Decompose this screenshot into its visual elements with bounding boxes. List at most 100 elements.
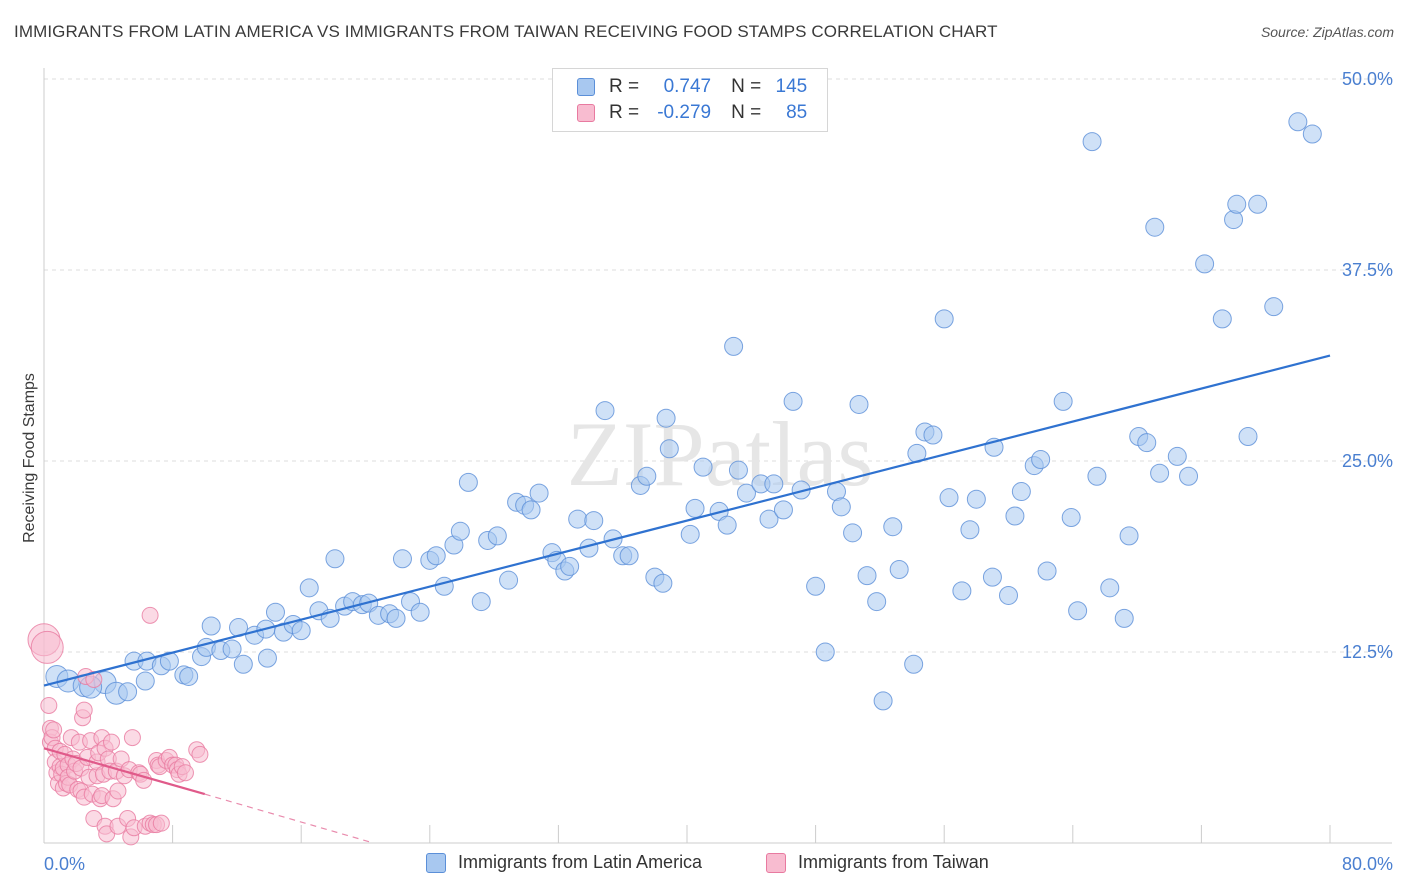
- taiwan-point: [123, 729, 141, 747]
- taiwan-point: [85, 671, 103, 689]
- latin-america-point: [1061, 508, 1081, 528]
- latin-america-point: [982, 567, 1002, 587]
- latin-america-point: [233, 654, 253, 674]
- latin-america-point: [1119, 526, 1139, 546]
- latin-america-point: [1005, 506, 1025, 526]
- latin-america-point: [685, 498, 705, 518]
- y-axis-label: Receiving Food Stamps: [21, 373, 38, 543]
- taiwan-point: [141, 606, 159, 624]
- tick-labels: 12.5% 25.0% 37.5% 50.0% 0.0% 80.0%: [44, 69, 1393, 874]
- latin-america-point: [1288, 112, 1308, 132]
- n-label: N =: [731, 76, 762, 97]
- latin-america-point: [458, 472, 478, 492]
- latin-america-point: [934, 309, 954, 329]
- latin-america-point: [923, 425, 943, 445]
- latin-america-point: [653, 573, 673, 593]
- latin-america-point: [1264, 297, 1284, 317]
- legend-label: Immigrants from Latin America: [458, 852, 703, 872]
- latin-america-point: [960, 520, 980, 540]
- latin-america-point: [1087, 466, 1107, 486]
- r-label: R =: [609, 102, 640, 123]
- taiwan-point: [103, 733, 121, 751]
- legend-item-latin-america: Immigrants from Latin America: [426, 852, 702, 873]
- latin-america-point: [857, 566, 877, 586]
- chart-title: IMMIGRANTS FROM LATIN AMERICA VS IMMIGRA…: [14, 22, 998, 41]
- taiwan-point: [30, 630, 64, 664]
- latin-america-point: [595, 401, 615, 421]
- latin-america-point: [1248, 194, 1268, 214]
- correlation-legend: R = 0.747 N = 145 R = -0.279 N = 85: [552, 68, 828, 132]
- latin-america-point: [1238, 427, 1258, 447]
- latin-america-point: [637, 466, 657, 486]
- latin-america-point: [201, 616, 221, 636]
- taiwan-point: [191, 745, 209, 763]
- latin-america-point: [939, 488, 959, 508]
- latin-america-point: [1100, 578, 1120, 598]
- legend-row-latin-america: R = 0.747 N = 145: [577, 75, 807, 99]
- latin-america-trend-line: [43, 354, 1331, 687]
- latin-america-point: [1302, 124, 1322, 144]
- taiwan-point: [45, 721, 63, 739]
- latin-america-point: [717, 515, 737, 535]
- latin-america-point: [499, 570, 519, 590]
- latin-america-point: [999, 585, 1018, 605]
- latin-america-point: [1137, 433, 1157, 453]
- y-tick-label: 37.5%: [1342, 260, 1393, 280]
- latin-america-point: [724, 336, 744, 356]
- latin-america-point: [118, 682, 138, 702]
- taiwan-point: [152, 814, 170, 832]
- latin-america-point: [299, 578, 319, 598]
- latin-america-point: [1068, 601, 1088, 621]
- latin-america-point: [521, 500, 541, 520]
- latin-america-point: [619, 546, 639, 566]
- latin-america-point: [392, 549, 412, 569]
- latin-america-point: [325, 549, 345, 569]
- latin-america-point: [257, 648, 277, 668]
- taiwan-swatch: [577, 104, 595, 122]
- n-value: 85: [786, 102, 808, 123]
- latin-america-swatch: [426, 852, 446, 873]
- latin-america-point: [849, 394, 869, 414]
- latin-america-point: [1031, 449, 1051, 469]
- latin-america-point: [568, 509, 588, 529]
- latin-america-point: [867, 592, 887, 612]
- latin-america-point: [952, 581, 972, 601]
- latin-america-point: [487, 526, 507, 546]
- latin-america-point: [966, 489, 986, 509]
- latin-america-point: [904, 654, 924, 674]
- latin-america-point: [426, 546, 446, 566]
- latin-america-point: [179, 666, 199, 686]
- latin-america-point: [471, 592, 491, 612]
- latin-america-point: [1082, 132, 1102, 152]
- latin-america-point: [1011, 482, 1031, 502]
- latin-america-point: [1150, 463, 1170, 483]
- latin-america-point: [1227, 194, 1247, 214]
- legend-row-taiwan: R = -0.279 N = 85: [577, 101, 807, 125]
- latin-america-point: [656, 408, 676, 428]
- trend-lines: [43, 354, 1331, 844]
- latin-america-point: [1145, 217, 1165, 237]
- latin-america-point: [529, 483, 549, 503]
- latin-america-point: [659, 439, 679, 459]
- latin-america-point: [1114, 608, 1134, 628]
- latin-america-point: [783, 391, 803, 411]
- latin-america-point: [410, 602, 430, 622]
- x-tick-label: 80.0%: [1342, 854, 1393, 874]
- taiwan-point: [75, 701, 93, 719]
- latin-america-point: [291, 621, 311, 641]
- latin-america-point: [883, 517, 903, 537]
- taiwan-points: [27, 606, 209, 846]
- latin-america-point: [889, 559, 909, 579]
- latin-america-point: [693, 457, 713, 477]
- r-value: 0.747: [663, 76, 712, 97]
- latin-america-point: [1195, 254, 1215, 274]
- legend-item-taiwan: Immigrants from Taiwan: [766, 852, 989, 873]
- taiwan-swatch: [766, 852, 786, 873]
- latin-america-point: [873, 691, 893, 711]
- latin-america-point: [560, 556, 580, 576]
- watermark: ZIPatlas: [567, 403, 874, 505]
- y-tick-label: 50.0%: [1342, 69, 1393, 89]
- n-label: N =: [731, 102, 762, 123]
- latin-america-point: [773, 500, 793, 520]
- latin-america-point: [1212, 309, 1232, 329]
